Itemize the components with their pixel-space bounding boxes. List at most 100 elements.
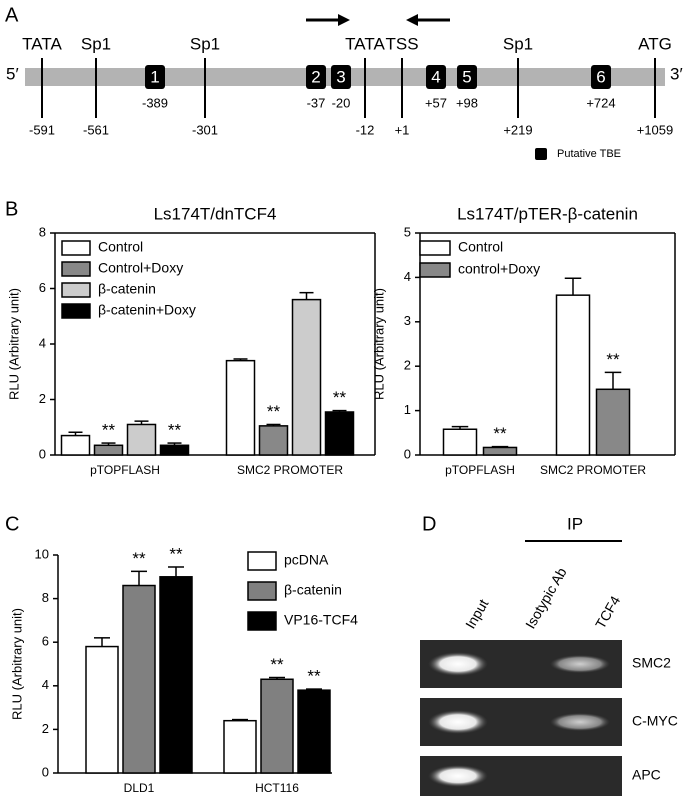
y-tick-label: 4 <box>42 677 49 692</box>
primer-arrowhead <box>338 14 350 26</box>
legend-label: VP16-TCF4 <box>284 612 358 628</box>
site-position: +219 <box>503 122 532 137</box>
site-label: Sp1 <box>190 34 220 53</box>
site-position: -301 <box>192 122 218 137</box>
y-tick-label: 5 <box>404 224 411 239</box>
y-tick-label: 4 <box>404 269 411 284</box>
bar <box>60 434 91 456</box>
tbe-box <box>306 65 326 89</box>
y-tick-label: 8 <box>39 224 46 239</box>
bar <box>258 425 289 456</box>
gel-band <box>428 710 488 734</box>
bar <box>159 444 190 456</box>
chart-title: Ls174T/dnTCF4 <box>154 204 277 223</box>
tbe-position: -389 <box>142 95 168 110</box>
legend-label: β-catenin <box>98 281 156 297</box>
bar <box>225 359 256 456</box>
row-label: C-MYC <box>632 713 678 729</box>
tbe-position: +57 <box>425 95 447 110</box>
gel-band <box>428 765 488 787</box>
y-tick-label: 0 <box>404 446 411 461</box>
legend-swatch <box>419 240 451 256</box>
significance: ** <box>102 421 116 440</box>
y-tick-label: 10 <box>35 546 49 561</box>
tbe-number: 6 <box>596 67 605 86</box>
y-tick-label: 2 <box>42 721 49 736</box>
chart-title: Ls174T/pTER-β-catenin <box>457 204 638 223</box>
y-tick-label: 2 <box>39 391 46 406</box>
site-label: ATG <box>638 34 672 53</box>
site-label: Sp1 <box>81 34 111 53</box>
tbe-position: +724 <box>586 95 615 110</box>
y-tick-label: 0 <box>39 446 46 461</box>
legend-label: β-catenin+Doxy <box>98 302 196 318</box>
significance: ** <box>270 655 284 674</box>
tbe-box <box>331 65 351 89</box>
y-tick-label: 6 <box>42 634 49 649</box>
lane-label: Input <box>462 596 491 631</box>
y-axis-label: RLU (Arbitrary unit) <box>371 288 386 400</box>
lane-label: TCF4 <box>592 593 623 631</box>
x-tick-label: SMC2 PROMOTER <box>237 463 343 477</box>
bar <box>260 678 294 774</box>
legend-swatch <box>61 240 91 256</box>
y-tick-label: 0 <box>42 764 49 779</box>
tbe-position: -37 <box>307 95 326 110</box>
panel-label: A <box>5 4 19 26</box>
y-tick-label: 2 <box>404 358 411 373</box>
bar <box>126 423 157 456</box>
y-tick-label: 4 <box>39 335 46 350</box>
gel-band <box>550 655 610 673</box>
tbe-number: 2 <box>311 67 320 86</box>
bar <box>297 689 331 774</box>
tbe-box <box>457 65 477 89</box>
tbe-box <box>591 65 611 89</box>
x-tick-label: pTOPFLASH <box>90 463 160 477</box>
site-position: +1059 <box>637 122 674 137</box>
legend-swatch <box>247 581 277 601</box>
bar <box>122 584 156 774</box>
primer-arrowhead <box>406 14 418 26</box>
tbe-number: 5 <box>462 67 471 86</box>
x-tick-label: pTOPFLASH <box>445 463 515 477</box>
lane-label: Isotypic Ab <box>522 565 570 632</box>
site-label: TATA <box>345 34 385 53</box>
gel-band <box>428 652 488 676</box>
site-label: TSS <box>385 34 418 53</box>
legend-swatch <box>419 262 451 278</box>
gel-band <box>550 713 610 731</box>
tbe-number: 4 <box>431 67 440 86</box>
bar <box>85 645 119 774</box>
legend-swatch <box>535 148 547 160</box>
legend-label: β-catenin <box>284 582 342 598</box>
tbe-number: 1 <box>150 67 159 86</box>
y-tick-label: 6 <box>39 280 46 295</box>
tbe-box <box>145 65 165 89</box>
bar <box>93 444 124 456</box>
bar <box>442 428 478 456</box>
panel-label: D <box>422 513 436 535</box>
five-prime: 5′ <box>6 64 19 83</box>
significance: ** <box>267 402 281 421</box>
panel-label: B <box>5 198 18 220</box>
site-position: -12 <box>356 122 375 137</box>
three-prime: 3′ <box>670 64 683 83</box>
y-tick-label: 8 <box>42 590 49 605</box>
legend-label: Putative TBE <box>557 148 621 160</box>
legend-label: Control+Doxy <box>98 260 183 276</box>
legend-swatch <box>61 282 91 298</box>
legend-swatch <box>247 611 277 631</box>
y-tick-label: 3 <box>404 313 411 328</box>
tbe-number: 3 <box>336 67 345 86</box>
legend-label: pcDNA <box>284 552 329 568</box>
bar <box>482 446 518 456</box>
panel-label: C <box>5 513 19 535</box>
y-axis-label: RLU (Arbitrary unit) <box>6 288 21 400</box>
significance: ** <box>333 388 347 407</box>
legend-label: Control <box>458 239 503 255</box>
significance: ** <box>169 544 183 563</box>
bar <box>159 576 193 774</box>
site-label: TATA <box>22 34 62 53</box>
bar <box>223 719 257 774</box>
bar <box>324 411 355 456</box>
